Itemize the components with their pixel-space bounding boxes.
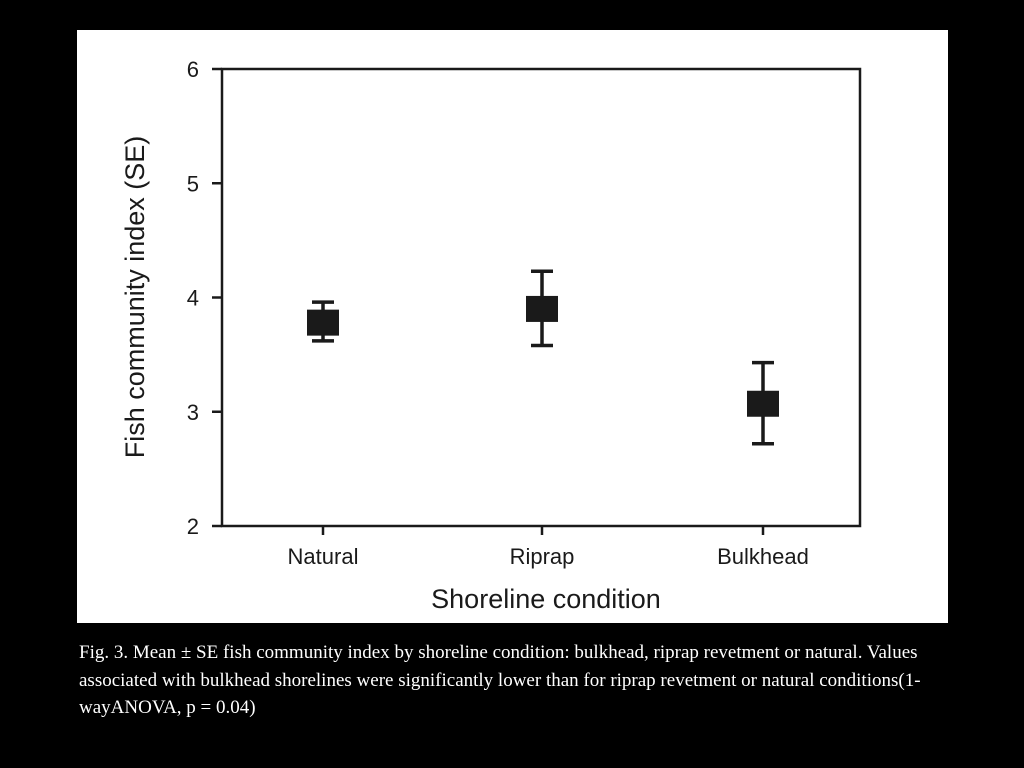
x-tick-label: Bulkhead bbox=[717, 544, 809, 569]
x-tick-label: Riprap bbox=[510, 544, 575, 569]
chart: 2 3 4 5 6 Natural Riprap Bulkhead Shoreline co… bbox=[120, 57, 862, 614]
y-tick-label: 5 bbox=[187, 171, 199, 196]
figure-panel: 2 3 4 5 6 Natural Riprap Bulkhead Shoreline co… bbox=[77, 30, 948, 623]
y-tick-label: 6 bbox=[187, 57, 199, 82]
y-tick-label: 4 bbox=[187, 286, 199, 311]
data-marks bbox=[307, 269, 779, 446]
x-axis-title: Shoreline condition bbox=[431, 584, 661, 614]
y-tick-label: 3 bbox=[187, 400, 199, 425]
figure-caption: Fig. 3. Mean ± SE fish community index b… bbox=[79, 642, 921, 718]
x-axis: Natural Riprap Bulkhead bbox=[288, 526, 809, 569]
mean-marker bbox=[747, 390, 779, 417]
mean-marker bbox=[526, 295, 558, 322]
mean-marker bbox=[307, 309, 339, 336]
y-tick-label: 2 bbox=[187, 514, 199, 539]
x-tick-label: Natural bbox=[288, 544, 359, 569]
y-axis-title: Fish community index (SE) bbox=[120, 136, 150, 459]
y-axis: 2 3 4 5 6 bbox=[187, 57, 222, 539]
